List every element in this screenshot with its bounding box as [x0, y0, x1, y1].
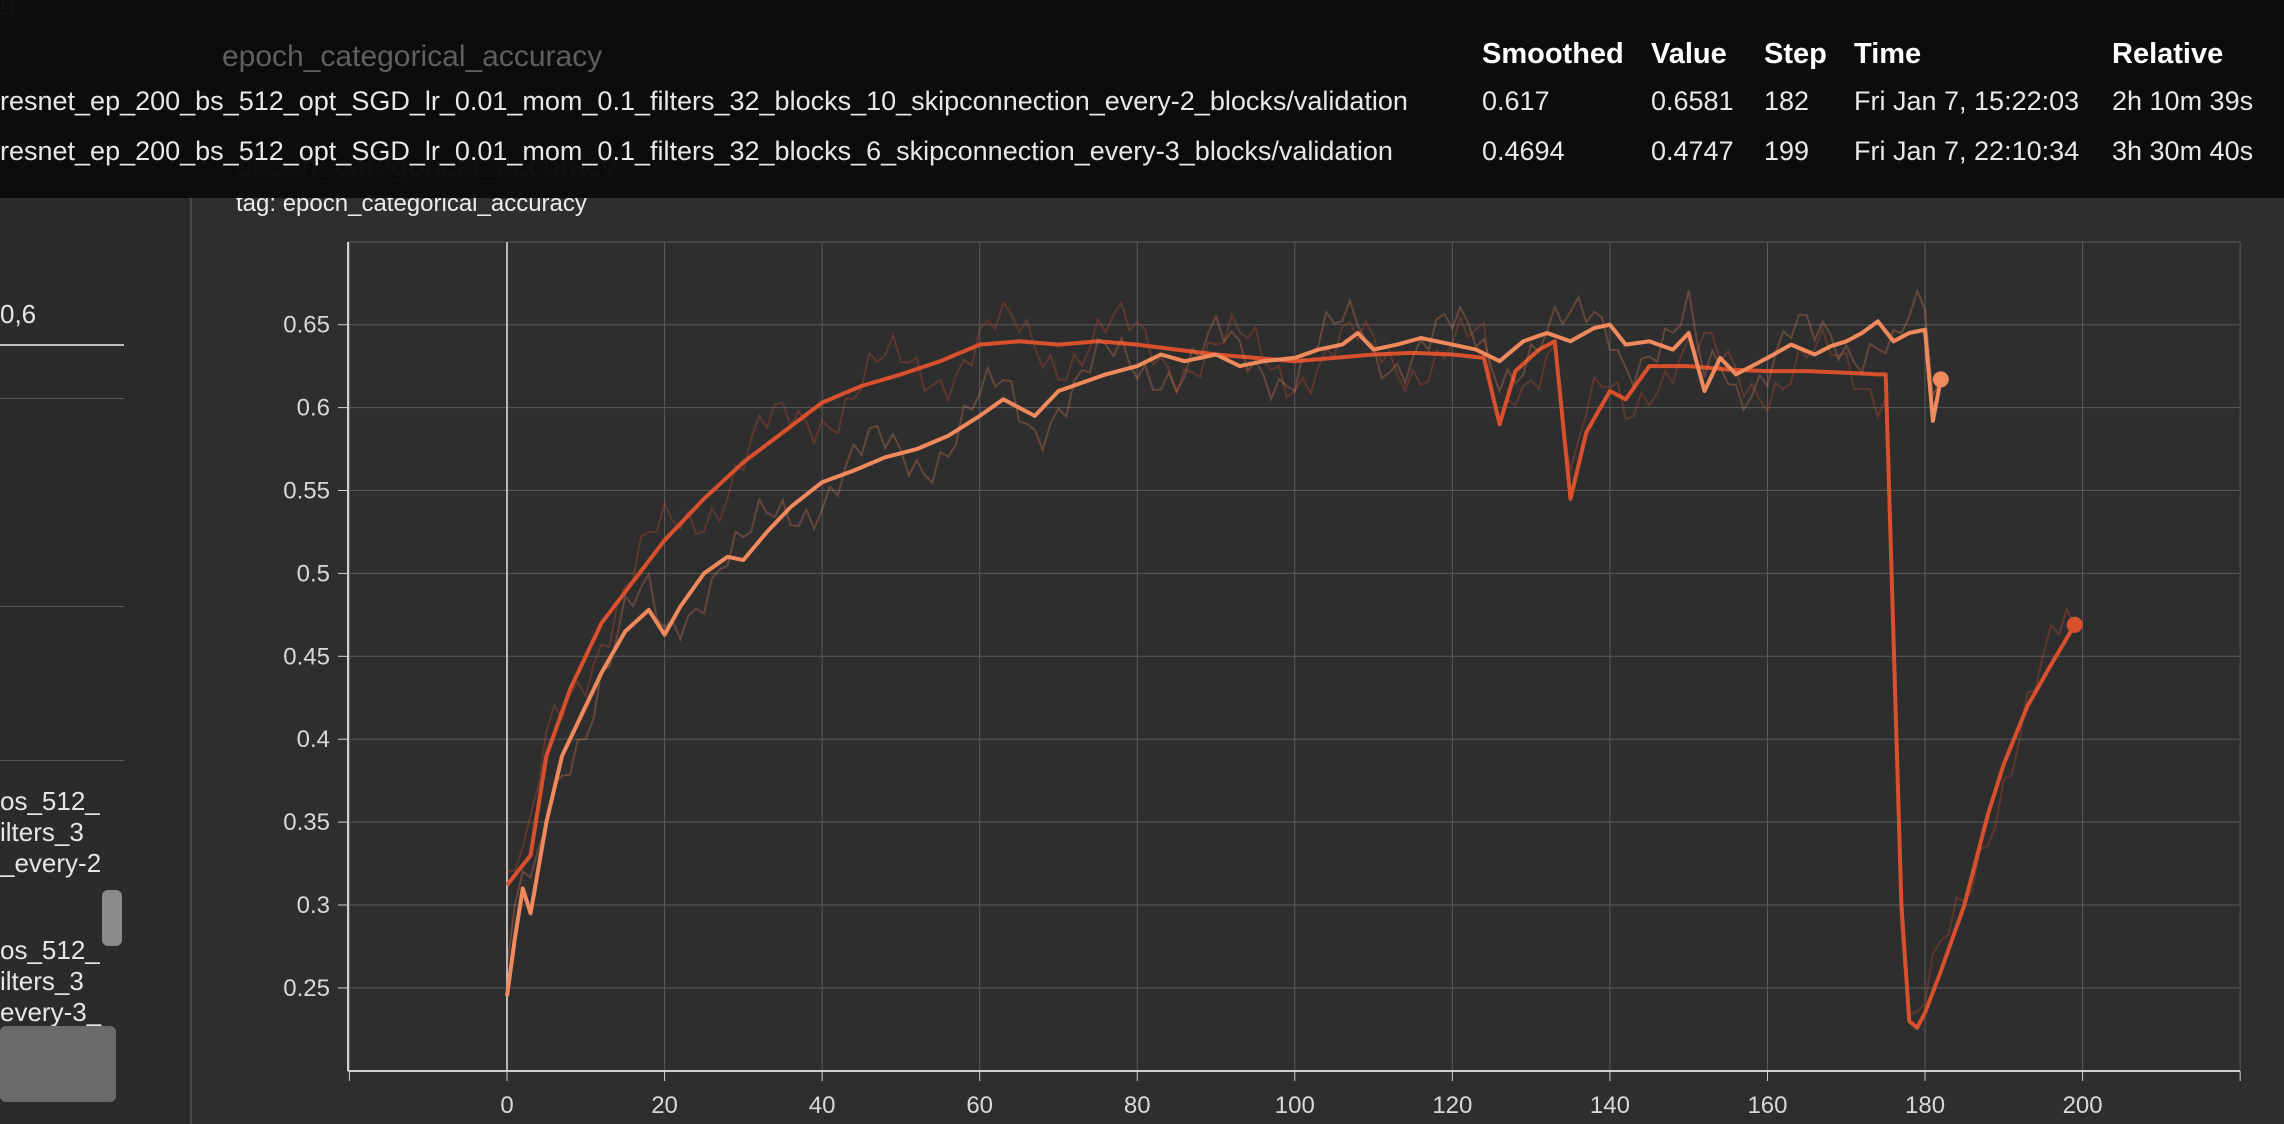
- tooltip-raw-value: 0.4747: [1651, 136, 1734, 166]
- x-tick-label: 0: [500, 1092, 513, 1119]
- x-tick-label: 180: [1905, 1092, 1945, 1119]
- series-hover-marker: [2066, 616, 2083, 633]
- series-raw-line: [506, 287, 1942, 968]
- series-hover-marker: [1932, 371, 1949, 388]
- scalar-chart[interactable]: 0.25 0.3 0.35 0.4 0.45 0.5 0.55 0.6 0.65 0 20 40 60 8…: [190, 0, 2284, 1124]
- tooltip-header-value: Value: [1651, 38, 1727, 70]
- tooltip-smoothed-value: 0.4694: [1482, 136, 1565, 166]
- x-tick-label: 60: [966, 1092, 993, 1119]
- chart-series[interactable]: [505, 287, 2083, 1030]
- tooltip-time: Fri Jan 7, 22:10:34: [1854, 136, 2080, 166]
- x-tick-label: 40: [809, 1092, 836, 1119]
- tooltip-header-step: Step: [1764, 38, 1827, 70]
- sidebar-scrollbar[interactable]: [102, 890, 122, 946]
- x-tick-label: 120: [1432, 1092, 1472, 1119]
- chart-axes: 0.25 0.3 0.35 0.4 0.45 0.5 0.55 0.6 0.65 0 20 40 60 8…: [283, 242, 2241, 1119]
- tooltip-run-name: resnet_ep_200_bs_512_opt_SGD_lr_0.01_mom…: [0, 86, 1408, 116]
- tooltip-step: 182: [1764, 86, 1810, 116]
- smoothing-input-underline: [0, 344, 124, 346]
- x-tick-label: 140: [1590, 1092, 1630, 1119]
- y-tick-label: 0.5: [297, 560, 330, 587]
- y-tick-label: 0.4: [297, 726, 330, 753]
- run-name-fragment[interactable]: os_512_: [0, 786, 100, 816]
- tooltip-relative: 3h 30m 40s: [2112, 136, 2254, 166]
- y-tick-label: 0.25: [283, 975, 330, 1002]
- x-tick-label: 100: [1275, 1092, 1315, 1119]
- series-smoothed-line: [505, 339, 2077, 1030]
- run-name-fragment[interactable]: os_512_: [0, 935, 100, 965]
- y-tick-label: 0.55: [283, 478, 330, 505]
- hover-tooltip: epoch_categorical_accuracy Smoothed Valu…: [0, 0, 2284, 198]
- tooltip-step: 199: [1764, 136, 1810, 166]
- tooltip-header-smoothed: Smoothed: [1482, 38, 1624, 70]
- sidebar-divider: [0, 606, 124, 607]
- sidebar-action-button[interactable]: [0, 1026, 116, 1102]
- sidebar-divider: [0, 760, 124, 761]
- y-tick-label: 0.65: [283, 312, 330, 339]
- run-name-fragment[interactable]: ilters_3: [0, 966, 84, 996]
- tooltip-time: Fri Jan 7, 15:22:03: [1854, 86, 2080, 116]
- run-name-fragment[interactable]: ilters_3: [0, 817, 84, 847]
- y-tick-label: 0.3: [297, 892, 330, 919]
- run-name-fragment[interactable]: every-3_: [0, 997, 102, 1027]
- tooltip-raw-value: 0.6581: [1651, 86, 1734, 116]
- series-smoothed-line: [505, 319, 1943, 997]
- y-tick-label: 0.35: [283, 809, 330, 836]
- tooltip-run-name: resnet_ep_200_bs_512_opt_SGD_lr_0.01_mom…: [0, 136, 1393, 166]
- tooltip-header-time: Time: [1854, 38, 1922, 70]
- x-tick-label: 200: [2063, 1092, 2103, 1119]
- tooltip-smoothed-value: 0.617: [1482, 86, 1550, 116]
- x-tick-label: 20: [651, 1092, 678, 1119]
- smoothing-input[interactable]: 0,6: [0, 299, 37, 329]
- series-raw-line: [506, 300, 2076, 1016]
- y-tick-label: 0.45: [283, 643, 330, 670]
- sidebar-divider: [0, 398, 124, 399]
- tooltip-faded-title: epoch_categorical_accuracy: [222, 40, 603, 73]
- chart-grid: [348, 241, 2241, 1071]
- run-name-fragment[interactable]: _every-2: [0, 848, 102, 878]
- x-tick-label: 160: [1747, 1092, 1787, 1119]
- tooltip-relative: 2h 10m 39s: [2112, 86, 2254, 116]
- x-tick-label: 80: [1124, 1092, 1151, 1119]
- tooltip-header-relative: Relative: [2112, 38, 2224, 70]
- y-tick-label: 0.6: [297, 395, 330, 422]
